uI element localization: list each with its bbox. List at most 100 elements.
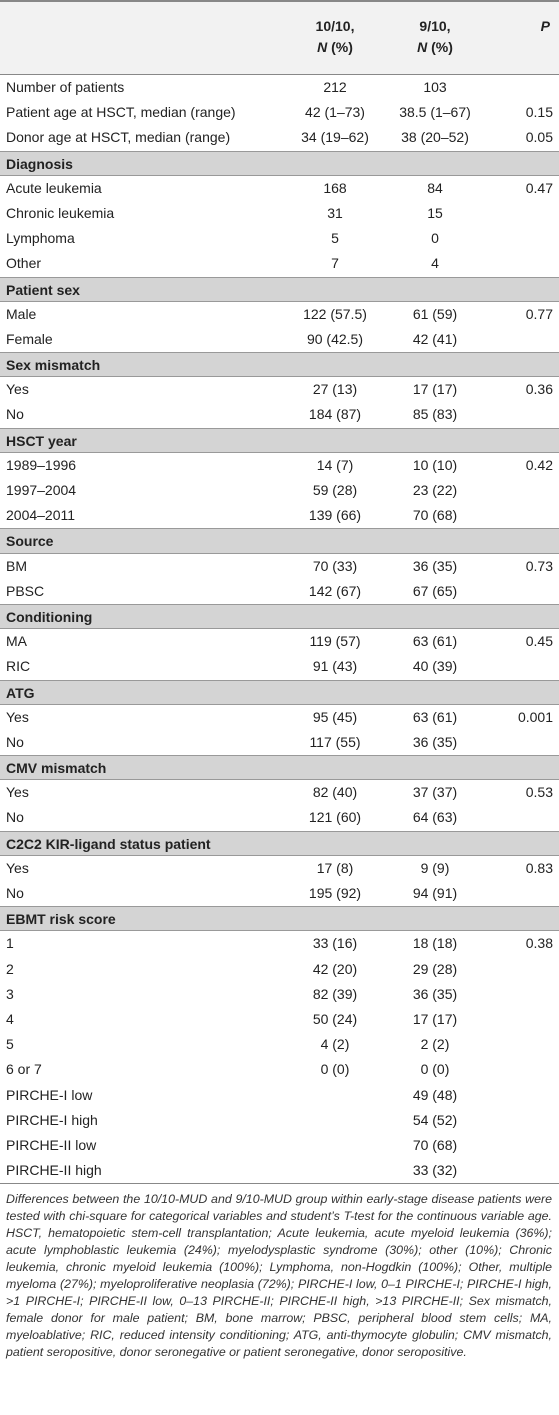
- cell: 0.38: [525, 935, 553, 952]
- row-label: PBSC: [6, 582, 45, 599]
- row-label: Yes: [6, 381, 29, 398]
- row-label: No: [6, 885, 24, 901]
- table-row: Patient age at HSCT, median (range) 42 (1…: [0, 100, 559, 126]
- cell: 9 (9): [420, 859, 450, 876]
- cell: 0.001: [517, 708, 553, 725]
- row-label: No: [6, 733, 24, 750]
- cell: 85 (83): [412, 406, 458, 423]
- cell: 14 (7): [316, 456, 354, 473]
- header-n: N: [417, 39, 428, 55]
- row-label: 6 or 7: [6, 1061, 42, 1078]
- cell: 0.53: [525, 784, 553, 801]
- cell: 70 (33): [312, 557, 358, 574]
- row-label: No: [6, 809, 24, 826]
- row-label: Other: [6, 255, 42, 272]
- header-cell: 10/10, N (%): [280, 16, 390, 58]
- row-label: MA: [6, 633, 27, 650]
- table-row: PBSC 142 (67) 67 (65): [0, 579, 559, 604]
- cell: 0.47: [525, 179, 553, 196]
- cell: 54 (52): [412, 1111, 458, 1128]
- cell: 31: [327, 204, 343, 221]
- cell: 91 (43): [312, 658, 358, 675]
- cell: 103: [423, 79, 447, 95]
- cell: 0.73: [525, 557, 553, 574]
- table-row: Male 122 (57.5) 61 (59) 0.77: [0, 302, 559, 327]
- cell: 121 (60): [308, 809, 362, 826]
- cell: 59 (28): [312, 482, 358, 498]
- cell: 29 (28): [412, 960, 458, 977]
- cell: 50 (24): [312, 1010, 358, 1027]
- cell: 36 (35): [412, 985, 458, 1002]
- section-row: HSCT year: [0, 427, 559, 453]
- table-row: RIC 91 (43) 40 (39): [0, 654, 559, 680]
- section-row: EBMT risk score: [0, 906, 559, 932]
- cell: 18 (18): [412, 935, 458, 952]
- section-row: Conditioning: [0, 603, 559, 630]
- cell: 84: [427, 179, 443, 196]
- cell: 90 (42.5): [306, 330, 364, 347]
- table-row: BM 70 (33) 36 (35) 0.73: [0, 554, 559, 579]
- table-row: 1989–1996 14 (7) 10 (10) 0.42: [0, 453, 559, 478]
- section-row: ATG: [0, 679, 559, 705]
- cell: 15: [427, 204, 443, 221]
- cell: 37 (37): [412, 784, 458, 801]
- cell: 38.5 (1–67): [399, 104, 471, 121]
- cell: 17 (17): [412, 381, 458, 398]
- cell: 67 (65): [412, 582, 458, 599]
- header-line: N (%): [380, 37, 490, 58]
- cell: 49 (48): [412, 1086, 458, 1103]
- table-row: 4 50 (24) 17 (17): [0, 1007, 559, 1033]
- row-label: Yes: [6, 784, 29, 801]
- section-label: CMV mismatch: [6, 760, 107, 777]
- cell: 36 (35): [412, 557, 458, 574]
- cell: 0.05: [525, 129, 553, 146]
- header-unit: (%): [331, 39, 353, 55]
- cell: 82 (40): [312, 784, 358, 801]
- row-label: 3: [6, 985, 14, 1002]
- cell: 0 (0): [320, 1061, 350, 1078]
- table-row: 1 33 (16) 18 (18) 0.38: [0, 931, 559, 957]
- table-row: Donor age at HSCT, median (range) 34 (19–…: [0, 125, 559, 151]
- table-row: PIRCHE-II low 70 (68): [0, 1133, 559, 1159]
- header-line: N (%): [280, 37, 390, 58]
- cell: 40 (39): [412, 658, 458, 675]
- cell: 0.45: [525, 633, 553, 650]
- cell: 63 (61): [412, 708, 458, 725]
- section-label: C2C2 KIR-ligand status patient: [6, 835, 211, 852]
- section-label: EBMT risk score: [6, 911, 116, 928]
- row-label: 4: [6, 1010, 14, 1027]
- table-row: 2 42 (20) 29 (28): [0, 957, 559, 982]
- cell: 195 (92): [308, 885, 362, 901]
- section-label: HSCT year: [6, 432, 77, 449]
- table-row: No 121 (60) 64 (63): [0, 805, 559, 831]
- table-row: MA 119 (57) 63 (61) 0.45: [0, 629, 559, 655]
- cell: 33 (16): [312, 935, 358, 952]
- table-row: No 184 (87) 85 (83): [0, 402, 559, 428]
- cell: 27 (13): [312, 381, 358, 398]
- footnote: Differences between the 10/10-MUD and 9/…: [6, 1192, 552, 1359]
- cell: 184 (87): [308, 406, 362, 423]
- cell: 61 (59): [412, 305, 458, 322]
- cell: 95 (45): [312, 708, 358, 725]
- section-row: Source: [0, 528, 559, 554]
- table-row: No 195 (92) 94 (91): [0, 881, 559, 907]
- row-label: No: [6, 406, 24, 423]
- row-label: RIC: [6, 658, 31, 675]
- header-line: 10/10,: [315, 18, 355, 34]
- header-n: N: [317, 39, 328, 55]
- header-line: 9/10,: [419, 18, 451, 34]
- section-label: ATG: [6, 684, 35, 701]
- section-label: Diagnosis: [6, 155, 73, 172]
- row-label: PIRCHE-II low: [6, 1136, 97, 1153]
- cell: 36 (35): [412, 733, 458, 750]
- table-row: PIRCHE-I low 49 (48): [0, 1083, 559, 1108]
- cell: 63 (61): [412, 633, 458, 650]
- row-label: 2004–2011: [6, 507, 76, 524]
- section-label: Patient sex: [6, 281, 80, 298]
- cell: 119 (57): [309, 633, 361, 650]
- table-row: 1997–2004 59 (28) 23 (22): [0, 478, 559, 504]
- table: 10/10, N (%) 9/10, N (%) P Number of pat…: [0, 0, 559, 1185]
- section-row: Sex mismatch: [0, 352, 559, 378]
- row-label: 2: [6, 960, 14, 977]
